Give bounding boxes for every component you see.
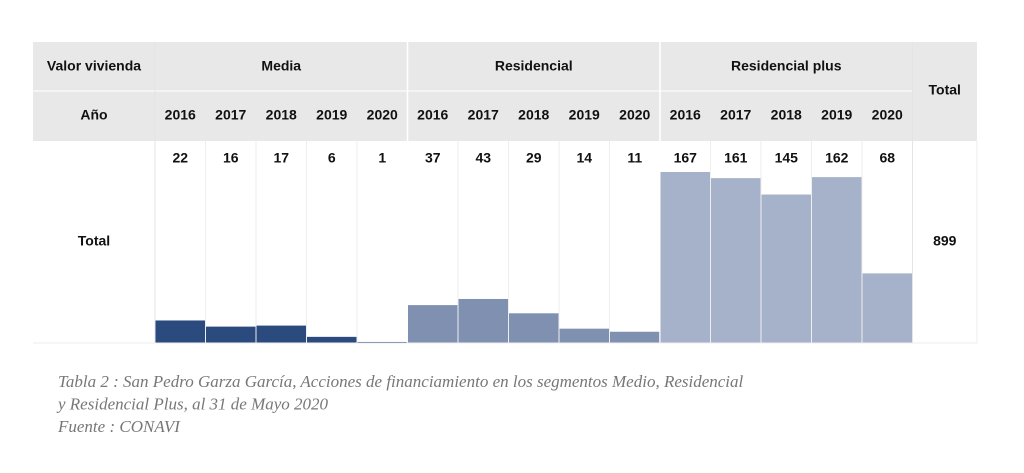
header-label: Año [80,107,107,123]
data-label: 22 [172,150,188,166]
bar [357,341,407,343]
bar [458,298,508,343]
bar [307,336,357,343]
year-label: 2017 [215,107,246,123]
bar [408,305,458,343]
header-label: Total [929,82,961,98]
bar [812,177,862,343]
data-label: 162 [825,150,849,166]
total-value: 899 [933,233,957,249]
legend-label: Media [261,58,301,74]
row-label: Total [78,233,110,249]
year-label: 2019 [316,107,347,123]
data-label: 16 [223,150,239,166]
year-label: 2018 [266,107,297,123]
data-label: 14 [576,150,592,166]
data-label: 6 [328,150,336,166]
legend-label: Residencial plus [731,58,842,74]
bar [862,273,912,343]
data-label: 29 [526,150,542,166]
data-label: 167 [674,150,698,166]
caption: Tabla 2 : San Pedro Garza García, Accion… [58,372,744,391]
year-label: 2018 [771,107,802,123]
data-label: 43 [475,150,491,166]
bar [711,178,761,343]
year-label: 2016 [670,107,701,123]
data-label: 161 [724,150,748,166]
bar [761,194,811,343]
data-label: 145 [775,150,799,166]
data-label: 1 [378,150,386,166]
data-label: 37 [425,150,441,166]
year-label: 2019 [821,107,852,123]
year-label: 2019 [569,107,600,123]
year-label: 2017 [720,107,751,123]
bar [610,331,660,343]
legend-label: Residencial [495,58,573,74]
caption: Fuente : CONAVI [57,417,181,436]
year-label: 2016 [165,107,196,123]
year-label: 2018 [518,107,549,123]
year-label: 2020 [872,107,903,123]
bar [256,325,306,343]
year-label: 2020 [619,107,650,123]
year-label: 2020 [367,107,398,123]
bar [660,172,710,343]
year-label: 2017 [468,107,499,123]
bar [206,326,256,343]
bar [559,328,609,343]
year-label: 2016 [417,107,448,123]
header-label: Valor vivienda [47,58,141,74]
bar [155,320,205,343]
bar [509,313,559,343]
data-label: 11 [627,150,642,166]
data-label: 68 [879,150,895,166]
data-label: 17 [273,150,289,166]
caption: y Residencial Plus, al 31 de Mayo 2020 [56,394,329,413]
